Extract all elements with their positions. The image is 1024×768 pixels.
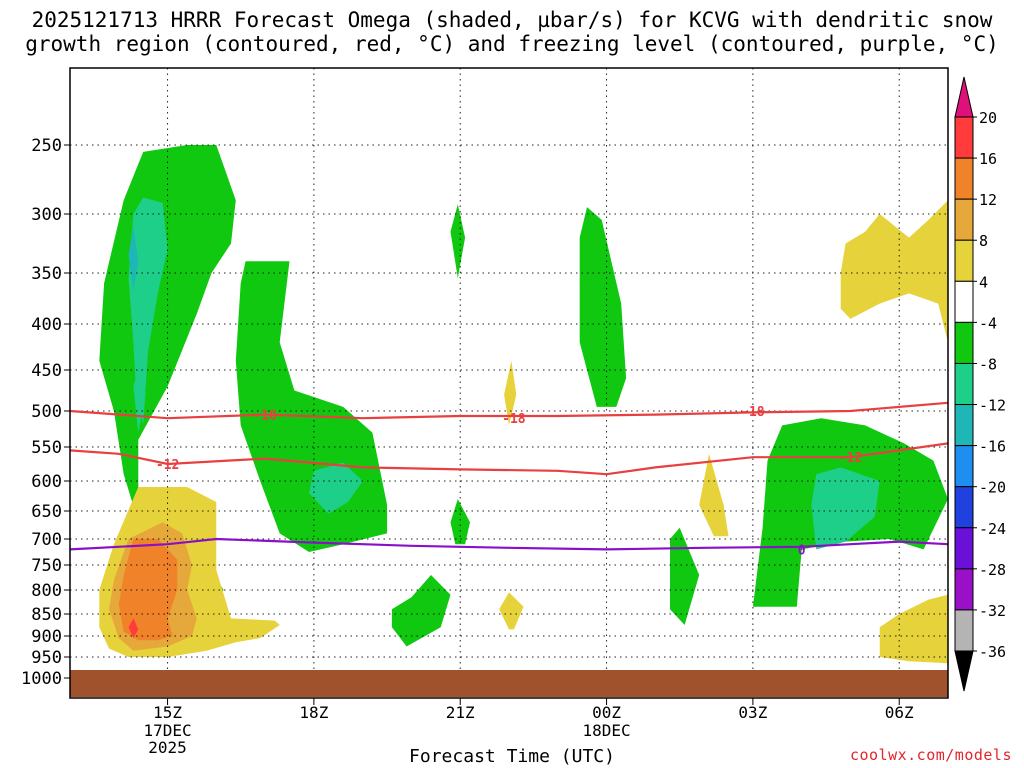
colorbar-label--36: -36 [979, 643, 1006, 661]
y-tick-label-650: 650 [31, 502, 62, 522]
omega-region-4-20 [699, 453, 729, 537]
colorbar-band-4 [954, 280, 974, 323]
y-tick-label-850: 850 [31, 605, 62, 625]
x-tick-label-21Z: 21Z [446, 703, 475, 722]
y-tick-label-1000: 1000 [21, 669, 62, 689]
chart-title-line-1: 2025121713 HRRR Forecast Omega (shaded, … [31, 8, 993, 32]
colorbar-label-16: 16 [979, 150, 997, 168]
site-credit: coolwx.com/models [849, 746, 1012, 764]
contour-line-dendritic--12 [70, 442, 948, 476]
y-tick-label-550: 550 [31, 438, 62, 458]
colorbar-label--32: -32 [979, 602, 1006, 620]
omega-region-4-22 [879, 594, 948, 664]
omega-region--4-9 [450, 499, 470, 545]
contour-label-0-0: 0 [798, 543, 806, 558]
pressure-axis: 2503003504004505005506006507007508008509… [21, 136, 70, 689]
contour-label--18-0: -18 [253, 409, 277, 424]
y-tick-label-900: 900 [31, 627, 62, 647]
colorbar-band-3 [954, 239, 974, 282]
x-tick-label-00Z: 00Z [592, 703, 621, 722]
omega-region--8-1 [128, 197, 168, 426]
plot-frame [69, 67, 949, 699]
contour-labels: -18 -18 -18 -12 -12 0 [156, 405, 862, 558]
colorbar-band-8 [954, 445, 974, 488]
contour-label--12-1: -12 [839, 451, 862, 466]
y-tick-label-800: 800 [31, 581, 62, 601]
x-tick-sublabel-18DEC: 18DEC [582, 721, 630, 740]
x-axis-title: Forecast Time (UTC) [409, 746, 615, 767]
omega-region--8-3 [133, 360, 146, 433]
colorbar-label--20: -20 [979, 479, 1006, 497]
omega-region--4-7 [391, 575, 451, 647]
colorbar-band-12 [954, 609, 974, 652]
colorbar-label--4: -4 [979, 314, 997, 332]
colorbar-label--8: -8 [979, 355, 997, 373]
omega-region-4-19 [499, 592, 524, 630]
omega-region--8-13 [811, 467, 880, 550]
omega-region-16-17 [128, 618, 139, 639]
contour-label--18-2: -18 [741, 405, 765, 420]
omega-region-4-21 [840, 200, 948, 343]
omega-region--4-11 [670, 527, 700, 625]
y-tick-label-450: 450 [31, 361, 62, 381]
colorbar-label--16: -16 [979, 438, 1006, 456]
colorbar-label-12: 12 [979, 191, 997, 209]
contour-line-freezing-level-0 [70, 537, 948, 551]
omega-region--4-10 [579, 207, 627, 407]
x-tick-label-03Z: 03Z [738, 703, 767, 722]
y-tick-label-500: 500 [31, 402, 62, 422]
y-tick-label-350: 350 [31, 264, 62, 284]
omega-region-4-18 [504, 360, 517, 426]
colorbar-label--28: -28 [979, 561, 1006, 579]
colorbar-label--24: -24 [979, 520, 1006, 538]
y-tick-label-950: 950 [31, 648, 62, 668]
x-tick-label-18Z: 18Z [299, 703, 328, 722]
omega-region--8-6 [309, 462, 363, 514]
colorbar-label-20: 20 [979, 109, 997, 127]
x-tick-label-15Z: 15Z [153, 703, 182, 722]
ground-layer [70, 670, 948, 697]
colorbar-band-6 [954, 362, 974, 406]
contour-line-dendritic--18 [70, 401, 948, 420]
x-tick-sublabel-2025: 2025 [148, 738, 187, 757]
colorbar-band-7 [954, 404, 974, 447]
colorbar: 20 16 12 8 4 -4 -8 -12 -16 -20 -24 -28 -32 -36 [954, 76, 1006, 692]
colorbar-band-0 [954, 116, 974, 159]
chart-title: 2025121713 HRRR Forecast Omega (shaded, … [0, 8, 1024, 56]
chart-title-line-2: growth region (contoured, red, °C) and f… [25, 32, 999, 56]
colorbar-band-9 [954, 486, 974, 529]
contour-label--12-0: -12 [156, 458, 179, 473]
y-tick-label-700: 700 [31, 530, 62, 550]
y-tick-label-250: 250 [31, 136, 62, 156]
colorbar-label-8: 8 [979, 232, 988, 250]
contour-label--18-1: -18 [502, 412, 526, 427]
x-tick-label-06Z: 06Z [885, 703, 914, 722]
omega-region--4-8 [450, 204, 466, 279]
y-tick-label-600: 600 [31, 472, 62, 492]
colorbar-label--12: -12 [979, 397, 1006, 415]
y-tick-label-300: 300 [31, 205, 62, 225]
grid-lines [70, 68, 948, 698]
colorbar-band-2 [954, 198, 974, 241]
colorbar-label-4: 4 [979, 273, 988, 291]
colorbar-band-11 [954, 568, 974, 611]
colorbar-band-5 [954, 321, 974, 364]
omega-region--12-2 [128, 225, 139, 292]
colorbar-top-arrow [954, 76, 974, 118]
colorbar-band-1 [954, 157, 974, 200]
x-tick-sublabel-17DEC: 17DEC [143, 721, 191, 740]
colorbar-bottom-arrow [954, 650, 974, 692]
contour-lines [70, 401, 948, 551]
colorbar-band-10 [954, 527, 974, 570]
y-tick-label-750: 750 [31, 556, 62, 576]
y-tick-label-400: 400 [31, 315, 62, 335]
